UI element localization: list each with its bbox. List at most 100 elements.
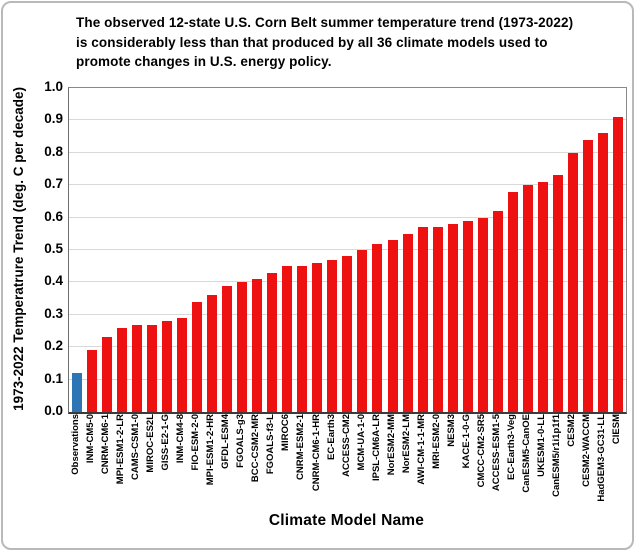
model-bar	[417, 227, 428, 412]
x-label-cell: CAMS-CSM1-0	[128, 414, 143, 510]
x-tick-label: NESM3	[445, 414, 457, 447]
x-label-cell: AWI-CM-1-1-MR	[414, 414, 429, 510]
bar-slot	[129, 88, 144, 412]
y-tick-label: 0.2	[44, 338, 63, 354]
model-bar	[477, 217, 488, 412]
x-tick-label: INM-CM5-0	[84, 414, 96, 464]
bar-slot	[265, 88, 280, 412]
model-bar	[613, 117, 624, 412]
bar-slot	[355, 88, 370, 412]
x-label-cell: INM-CM4-8	[173, 414, 188, 510]
x-label-cell: FGOALS-g3	[234, 414, 249, 510]
x-tick-label: FGOALS-g3	[235, 414, 247, 468]
x-tick-label: CESM2-WACCM	[581, 414, 593, 487]
x-tick-label: MCM-UA-1-0	[355, 414, 367, 471]
model-bar	[342, 256, 353, 412]
x-label-cell: GFDL-ESM4	[218, 414, 233, 510]
model-bar	[432, 227, 443, 412]
x-label-cell: CNRM-CM6-1	[98, 414, 113, 510]
x-label-cell: NorESM2-LM	[399, 414, 414, 510]
x-tick-label: MIROC6	[280, 414, 292, 451]
model-bar	[327, 259, 338, 412]
model-bar	[191, 301, 202, 412]
headline-line-1: The observed 12-state U.S. Corn Belt sum…	[76, 15, 574, 30]
x-label-cell: EC-Earth3-Veg	[504, 414, 519, 510]
x-label-cell: BCC-CSM2-MR	[249, 414, 264, 510]
model-bar	[221, 285, 232, 412]
bar-slot	[219, 88, 234, 412]
bar-slot	[280, 88, 295, 412]
bar-slot	[581, 88, 596, 412]
bar-slot	[174, 88, 189, 412]
model-bar	[372, 243, 383, 412]
x-tick-label: HadGEM3-GC31-LL	[596, 414, 608, 502]
bar-slot	[189, 88, 204, 412]
x-axis-title: Climate Model Name	[268, 512, 425, 529]
model-bar	[252, 279, 263, 412]
y-axis-title: 1973-2022 Temperatrure Trend (deg. C per…	[6, 87, 30, 411]
x-tick-label: FIO-ESM-2-0	[190, 414, 202, 471]
x-tick-label: EC-Earth3-Veg	[506, 414, 518, 480]
x-label-cell: CIESM	[610, 414, 625, 510]
bar-slot	[415, 88, 430, 412]
x-tick-label: CNRM-CM6-1	[99, 414, 111, 475]
x-label-cell: CanESM5/r1i1p1f1	[550, 414, 565, 510]
x-label-cell: KACE-1-0-G	[459, 414, 474, 510]
bar-slot	[370, 88, 385, 412]
model-bar	[161, 321, 172, 412]
headline-line-3: promote changes in U.S. energy policy.	[76, 54, 332, 69]
x-label-cell: Observations	[68, 414, 83, 510]
x-label-cell: UKESM1-0-LL	[534, 414, 549, 510]
x-tick-label: GFDL-ESM4	[220, 414, 232, 469]
bar-slot	[596, 88, 611, 412]
model-bar	[206, 295, 217, 412]
x-tick-label: CanESM5-CanOE	[521, 414, 533, 493]
x-label-cell: HadGEM3-GC31-LL	[595, 414, 610, 510]
model-bar	[507, 191, 518, 412]
gridline	[69, 119, 626, 121]
bar-slot	[310, 88, 325, 412]
bar-slot	[144, 88, 159, 412]
bar-slot	[520, 88, 535, 412]
x-tick-label: KACE-1-0-G	[460, 414, 472, 469]
x-tick-label: MPI-ESM1-2-HR	[205, 414, 217, 486]
y-tick-label: 0.1	[44, 370, 63, 386]
x-label-cell: CESM2-WACCM	[580, 414, 595, 510]
bar-slot	[325, 88, 340, 412]
bar-slot	[69, 88, 84, 412]
x-label-cell: MIROC-ES2L	[143, 414, 158, 510]
x-label-cell: FIO-ESM-2-0	[188, 414, 203, 510]
chart-headline: The observed 12-state U.S. Corn Belt sum…	[76, 13, 616, 72]
y-tick-label: 0.7	[44, 176, 63, 192]
y-axis-tick-labels: 0.0 0.1 0.2 0.3 0.4 0.5 0.6 0.7 0.8 0.9 1.0	[30, 79, 63, 418]
x-tick-label: MIROC-ES2L	[145, 414, 156, 473]
x-label-cell: MPI-ESM1-2-HR	[203, 414, 218, 510]
x-tick-label: GISS-E2-1-G	[160, 414, 172, 471]
y-tick-label: 0.8	[44, 143, 63, 159]
y-tick-label: 0.9	[44, 111, 63, 127]
x-label-cell: NESM3	[444, 414, 459, 510]
x-tick-label: Observations	[69, 414, 81, 475]
x-label-cell: FGOALS-f3-L	[264, 414, 279, 510]
x-tick-label: NorESM2-MM	[385, 414, 397, 476]
bar-slot	[99, 88, 114, 412]
y-tick-label: 0.0	[44, 403, 63, 418]
x-tick-label: UKESM1-0-LL	[536, 414, 548, 477]
model-bar	[553, 175, 564, 412]
x-label-cell: MCM-UA-1-0	[354, 414, 369, 510]
model-bar	[598, 133, 609, 412]
model-bar	[146, 324, 157, 412]
bar-slot	[445, 88, 460, 412]
x-tick-label: INM-CM4-8	[175, 414, 187, 464]
x-label-cell: MIROC6	[279, 414, 294, 510]
x-label-cell: CanESM5-CanOE	[519, 414, 534, 510]
bar-slot	[551, 88, 566, 412]
bar-slot	[250, 88, 265, 412]
x-label-cell: CESM2	[565, 414, 580, 510]
x-label-cell: NorESM2-MM	[384, 414, 399, 510]
y-tick-label: 0.5	[44, 241, 63, 256]
gridline	[69, 249, 626, 250]
x-tick-label: CESM2	[566, 414, 578, 447]
y-tick-label: 0.3	[44, 305, 63, 321]
x-tick-label: CNRM-CM6-1-HR	[310, 414, 322, 492]
